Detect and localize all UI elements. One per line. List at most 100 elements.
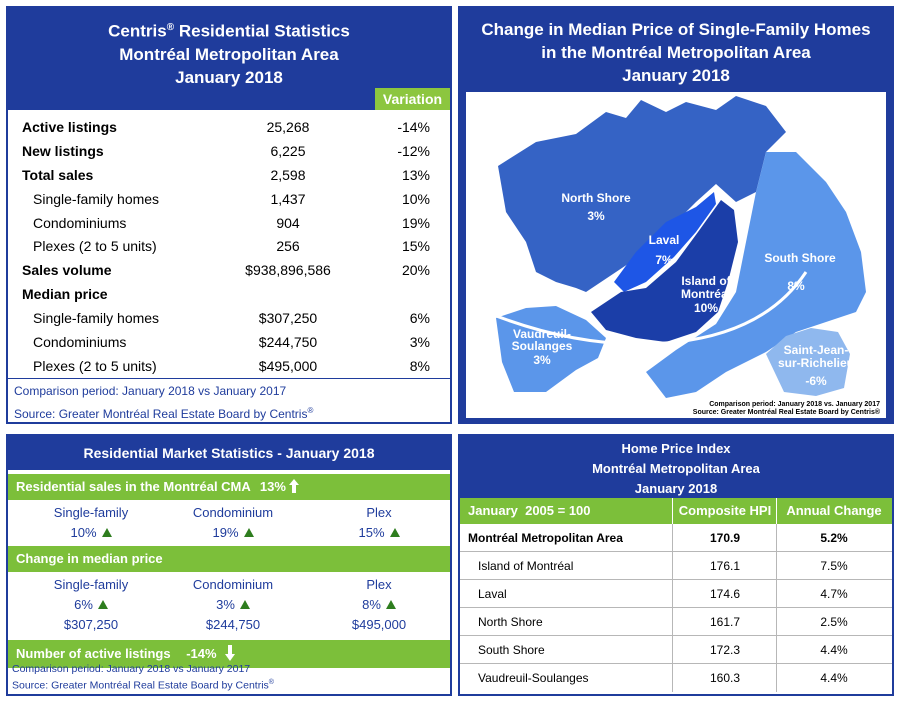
stat-variation: 20% xyxy=(401,262,430,279)
label-island-pct: 10% xyxy=(694,301,718,315)
market-title: Residential Market Statistics - January … xyxy=(8,436,450,470)
label-vaudreuil-pct: 3% xyxy=(533,353,551,367)
stat-value: 25,268 xyxy=(266,119,310,135)
stats-source-reg: ® xyxy=(307,406,314,415)
map-region-island-of-montreal[interactable] xyxy=(591,200,738,342)
label-stjean-l1: Saint-Jean- xyxy=(784,343,849,357)
map-comparison-note: Comparison period: January 2018 vs. Janu… xyxy=(709,401,880,408)
median-pct: 3% xyxy=(216,597,235,612)
map-title-line2: in the Montréal Metropolitan Area xyxy=(541,43,811,62)
arrow-down-icon xyxy=(224,645,235,661)
stat-value: 904 xyxy=(276,214,300,231)
stat-label: Plexes (2 to 5 units) xyxy=(33,357,157,374)
stat-label: Single-family homes xyxy=(33,190,160,207)
arrow-up-icon xyxy=(243,528,254,537)
row-divider xyxy=(672,552,673,580)
label-stjean-l2: sur-Richelieu xyxy=(778,356,854,370)
stat-variation: 10% xyxy=(401,190,430,207)
map-title: Change in Median Price of Single-Family … xyxy=(460,8,892,88)
median-pct-cell: 6% xyxy=(16,595,166,615)
map-area: North Shore 3% Laval 7% Island of Montré… xyxy=(466,92,886,418)
sales-cat-label: Single-family xyxy=(53,505,129,520)
median-prices: $307,250 $244,750 $495,000 xyxy=(8,615,450,635)
map-source-note: Source: Greater Montréal Real Estate Boa… xyxy=(693,408,881,416)
stats-title: Centris® Residential Statistics Montréal… xyxy=(8,8,450,88)
market-comparison-note: Comparison period: January 2018 vs Janua… xyxy=(12,662,251,675)
header-divider xyxy=(672,498,673,524)
row-divider xyxy=(672,636,673,664)
hpi-change: 4.7% xyxy=(820,587,848,601)
hpi-table-row: Laval 174.6 4.7% xyxy=(460,580,892,608)
row-divider xyxy=(776,524,777,552)
river-line xyxy=(485,271,808,346)
median-price: $307,250 xyxy=(63,617,119,632)
arrow-up-icon xyxy=(389,528,400,537)
hpi-table-header: January 2005 = 100 Composite HPI Annual … xyxy=(460,498,892,524)
stat-label: Plexes (2 to 5 units) xyxy=(33,238,157,255)
stat-label: Active listings xyxy=(22,119,117,135)
active-bar-pct: -14% xyxy=(186,646,217,661)
median-cat-label: Plex xyxy=(366,577,392,592)
stat-row: Plexes (2 to 5 units) 256 15% xyxy=(8,235,450,259)
stat-label: New listings xyxy=(22,142,104,159)
sales-pct-cell: 10% xyxy=(16,523,166,543)
stat-variation: -12% xyxy=(397,142,430,159)
hpi-value: 170.9 xyxy=(709,531,741,545)
sales-pct-cell: 15% xyxy=(304,523,450,543)
hpi-title-line3: January 2018 xyxy=(634,481,718,496)
row-divider xyxy=(776,580,777,608)
median-price: $495,000 xyxy=(351,617,407,632)
hpi-change: 4.4% xyxy=(820,643,848,657)
stats-table: Active listings 25,268 -14% New listings 6,… xyxy=(8,116,450,379)
median-pct: 8% xyxy=(362,597,381,612)
hpi-value: 176.1 xyxy=(709,559,741,573)
median-pcts: 6% 3% 8% xyxy=(8,595,450,615)
median-bar: Change in median price xyxy=(8,546,450,572)
stat-label: Condominiums xyxy=(33,214,127,231)
stat-row: Single-family homes $307,250 6% xyxy=(8,307,450,331)
label-island-l2: Montréal xyxy=(681,287,731,301)
stat-value: $244,750 xyxy=(258,334,318,351)
map-title-line3: January 2018 xyxy=(622,66,730,85)
median-bar-label: Change in median price xyxy=(16,551,163,566)
sales-cat-label: Condominium xyxy=(192,505,274,520)
hpi-title: Home Price Index Montréal Metropolitan A… xyxy=(460,436,892,498)
row-divider xyxy=(672,608,673,636)
stat-label: Median price xyxy=(22,286,108,303)
row-divider xyxy=(672,580,673,608)
stat-variation: 13% xyxy=(401,166,430,183)
arrow-up-icon xyxy=(239,600,250,609)
hpi-value: 161.7 xyxy=(709,615,741,629)
hpi-area: South Shore xyxy=(478,643,545,657)
label-south-shore: South Shore xyxy=(764,251,836,265)
map-region-st-jean-sur-richelieu[interactable] xyxy=(766,328,850,396)
map-region-north-shore[interactable] xyxy=(498,96,786,292)
median-pct-cell: 8% xyxy=(304,595,450,615)
stat-value: $495,000 xyxy=(258,357,318,374)
variation-header-bar: Variation xyxy=(8,88,450,110)
map-region-vaudreuil-soulanges[interactable] xyxy=(496,306,606,392)
hpi-area: Island of Montréal xyxy=(478,559,574,573)
stats-comparison-note: Comparison period: January 2018 vs Janua… xyxy=(14,384,287,398)
market-statistics-panel: Residential Market Statistics - January … xyxy=(6,434,452,696)
stat-variation: 6% xyxy=(409,310,430,327)
hpi-value: 174.6 xyxy=(709,587,741,601)
hpi-table-row: Island of Montréal 176.1 7.5% xyxy=(460,552,892,580)
active-bar-label: Number of active listings xyxy=(16,646,171,661)
stat-value: 6,225 xyxy=(270,142,306,159)
stats-title-area: Montréal Metropolitan Area xyxy=(119,44,339,64)
map-region-laval[interactable] xyxy=(614,192,716,292)
stat-label: Single-family homes xyxy=(33,310,160,327)
sales-bar-pct: 13% xyxy=(259,479,286,494)
market-footnote: Comparison period: January 2018 vs Janua… xyxy=(8,661,450,695)
sales-bar: Residential sales in the Montréal CMA 13… xyxy=(8,474,450,500)
median-categories: Single-family Condominium Plex xyxy=(8,575,450,595)
hpi-col-composite: Composite HPI xyxy=(678,503,772,518)
stat-variation: 3% xyxy=(409,334,430,351)
label-north-shore-pct: 3% xyxy=(587,209,605,223)
hpi-table-row: South Shore 172.3 4.4% xyxy=(460,636,892,664)
hpi-value: 172.3 xyxy=(709,643,741,657)
sales-pct: 19% xyxy=(212,525,239,540)
map-region-south-shore[interactable] xyxy=(646,152,866,398)
hpi-area: Montréal Metropolitan Area xyxy=(468,531,623,545)
